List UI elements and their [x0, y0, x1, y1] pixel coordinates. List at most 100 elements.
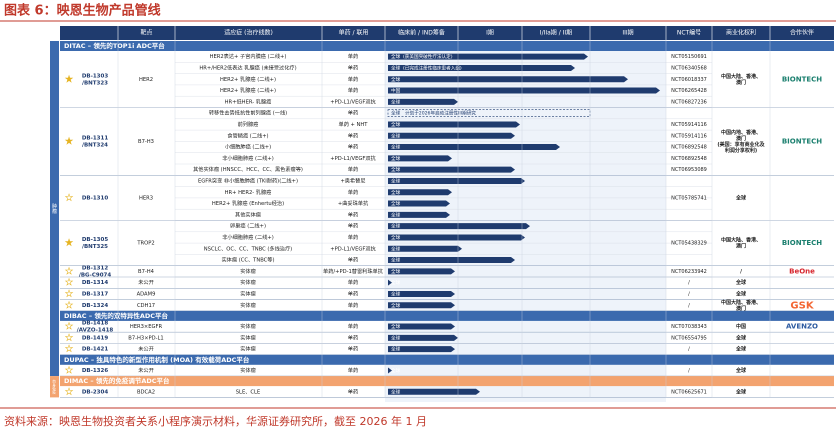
indication: HR+ HER2- 乳腺癌 [225, 188, 272, 196]
indication: 实体瘤 [240, 333, 256, 341]
target: HER2 [139, 77, 153, 83]
rights: 全球 [735, 346, 747, 353]
target: B7-H3×PD-L1 [128, 335, 163, 341]
progress-bar [388, 245, 462, 252]
bar-note: (获美国突破性疗法认定) [403, 53, 453, 60]
nct: NCT06018337 [671, 77, 707, 83]
rights: 中国大陆、香港、 [721, 237, 761, 244]
indication: 实体瘤 (CC、TNBC等) [221, 256, 274, 264]
mode: +PD-L1/VEGF双抗 [330, 244, 375, 252]
indication: 实体瘤 [240, 345, 256, 353]
bar-region: 全球 [391, 76, 401, 83]
mode: 单药 [348, 222, 358, 230]
nct: NCT05150691 [671, 54, 707, 60]
progress-bar [388, 334, 458, 341]
partner: GSK [790, 300, 814, 311]
nct: NCT05914116 [671, 122, 707, 128]
bar-region: 全球 [391, 64, 401, 71]
rights: 全球 [735, 367, 747, 374]
mode: 单药 [348, 109, 358, 117]
target: B7-H3 [138, 139, 154, 145]
rights: 中国大陆、香港、 [721, 299, 761, 306]
header-cell: 靶点 [140, 29, 152, 37]
progress-bar [388, 388, 480, 395]
bar-region: 全球 [391, 121, 401, 128]
mode: +PD-L1/VEGF双抗 [330, 154, 375, 162]
nct: NCT06265428 [671, 88, 707, 94]
indication: 转移性去势抵抗性前列腺癌 (一线) [209, 109, 287, 117]
mode: 单药 [348, 52, 358, 60]
nct: NCT05438329 [671, 241, 707, 247]
nct: NCT06340568 [671, 65, 707, 71]
nct: NCT05914116 [671, 133, 707, 139]
indication: 前列腺癌 [238, 120, 259, 128]
indication: HER2表达+ 子宫内膜癌 (二线+) [210, 52, 287, 60]
header-cell: NCT编号 [677, 29, 701, 37]
header-cell: 适应症 (治疗线数) [224, 29, 273, 37]
star: ★ [65, 267, 73, 277]
progress-bar [388, 367, 392, 374]
progress-bar [388, 257, 515, 264]
progress-bar [388, 189, 452, 196]
side-label: 自身免疫 [51, 379, 56, 395]
target: 未公开 [138, 278, 154, 286]
target: HER3×EGFR [130, 324, 163, 330]
rights: 中国大陆、香港、 [721, 73, 761, 80]
rights: 澳门 [736, 243, 746, 250]
bar-region: 全球 [391, 189, 401, 196]
nct: NCT06554795 [671, 335, 707, 341]
progress-bar [388, 76, 628, 83]
progress-bar [388, 87, 660, 94]
progress-bar [388, 268, 455, 275]
progress-bar [388, 177, 525, 184]
rights: 中国内地、香港、 [721, 129, 761, 136]
mode: 单药 [348, 165, 358, 173]
nct: / [688, 280, 690, 286]
partner: BIONTECH [782, 239, 822, 247]
indication: 非小细胞肺癌 (二线+) [222, 233, 274, 241]
star: ★ [65, 322, 73, 332]
progress-bar [388, 302, 455, 309]
mode: 单药 [348, 366, 358, 374]
title: 图表 6：映恩生物产品管线 [4, 3, 161, 19]
rights: 全球 [735, 388, 747, 395]
side-band [50, 376, 59, 398]
indication: SLE、CLE [236, 389, 260, 395]
side-band [50, 41, 59, 377]
header-bg [60, 26, 834, 40]
bar-region: 全球 [391, 334, 401, 341]
mode: +曲妥珠单抗 [338, 199, 368, 207]
bar-region: 全球 [391, 302, 401, 309]
drug-alias: /BNT323 [82, 80, 108, 86]
indication: 实体瘤 [240, 289, 256, 297]
rights: 澳门 [736, 305, 746, 312]
bar-region: 全球 [391, 200, 401, 207]
section-title: DIBAC – 领先的双特异性ADC平台 [64, 311, 169, 320]
bar-region: 全球 [391, 268, 401, 275]
drug-name: DB-1317 [82, 291, 109, 297]
progress-bar [388, 121, 520, 128]
progress-bar [388, 200, 450, 207]
mode: 单药/+PD-1替雷利珠单抗 [323, 267, 383, 275]
indication: 食管鳞癌 (二线+) [227, 131, 268, 139]
mode: 单药 [348, 63, 358, 71]
nct: NCT06827236 [671, 99, 707, 105]
progress-bar [388, 132, 515, 139]
nct: NCT06892548 [671, 145, 707, 151]
nct: NCT06625671 [671, 389, 707, 395]
indication: 实体瘤 [240, 301, 256, 309]
section-title: DUPAC – 独具特色的新型作用机制 (MOA) 有效载荷ADC平台 [64, 355, 250, 364]
mode: 单药 [348, 301, 358, 309]
progress-bar [388, 98, 458, 105]
nct: NCT05785741 [671, 195, 707, 201]
rights: 澳门 [736, 79, 746, 86]
header-cell: 合作伙伴 [790, 29, 814, 37]
drug-name: DB-1326 [82, 368, 109, 374]
partner: AVENZO [786, 323, 818, 331]
progress-bar [388, 211, 450, 218]
indication: NSCLC、OC、CC、TNBC (多线治疗) [204, 244, 292, 252]
drug-name: DB-1311 [82, 135, 109, 141]
drug-name: DB-1312 [82, 265, 109, 271]
drug-alias: /BNT325 [82, 244, 108, 250]
rights: 全球 [735, 194, 747, 201]
